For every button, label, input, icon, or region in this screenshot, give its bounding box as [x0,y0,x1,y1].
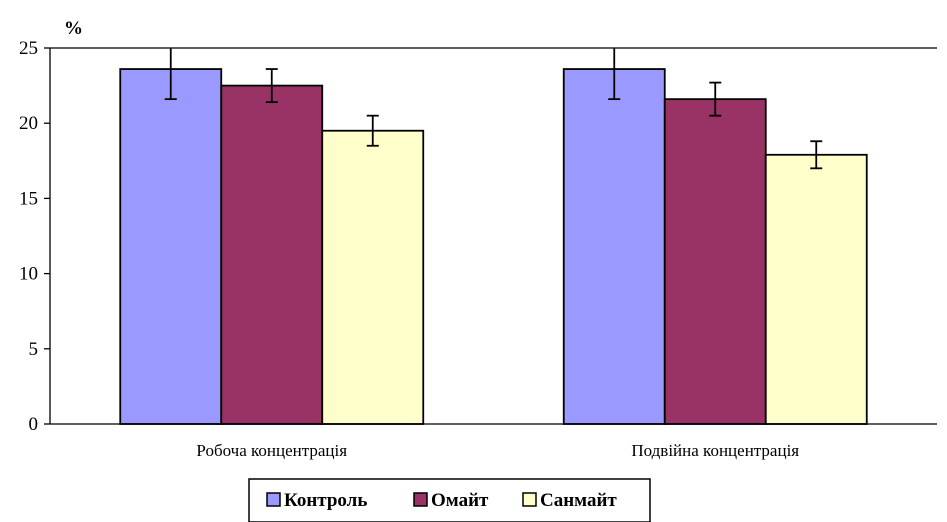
y-tick-label: 10 [19,264,38,285]
bar-2-cat-2 [663,98,767,425]
error-bar [265,68,278,104]
y-tick-label: 20 [19,113,38,134]
legend-frame [248,478,651,522]
bar-1-cat-1 [119,68,223,425]
bar-3-cat-1 [321,129,425,425]
y-tick-label: 5 [29,339,39,360]
y-axis-unit-label: % [64,18,83,39]
bar-3-cat-2 [764,153,868,425]
legend-label-3: Санмайт [540,490,617,511]
error-bar [608,48,621,101]
y-tick-label: 15 [19,188,38,209]
y-axis: 0 5 10 15 20 25 [19,38,937,435]
legend-label-2: Омайт [431,490,489,511]
legend-swatch-3 [522,492,537,507]
x-category-label: Робоча концентрація [196,441,347,460]
error-bars-group [164,48,823,170]
y-tick-label: 0 [29,414,39,435]
legend: Контроль Омайт Санмайт [248,478,651,522]
error-bar [810,140,823,170]
error-bar [366,114,379,147]
bar-1-cat-2 [562,68,666,425]
bar-2-cat-1 [220,84,324,425]
x-axis: Робоча концентрація Подвійна концентрація [50,423,937,460]
legend-swatch-2 [413,492,428,507]
legend-swatch-1 [266,492,281,507]
bars-group [119,68,868,425]
error-bar [164,48,177,101]
error-bar [709,81,722,117]
x-category-label: Подвійна концентрація [631,441,799,460]
legend-label-1: Контроль [284,490,367,511]
y-tick-label: 25 [19,38,38,59]
